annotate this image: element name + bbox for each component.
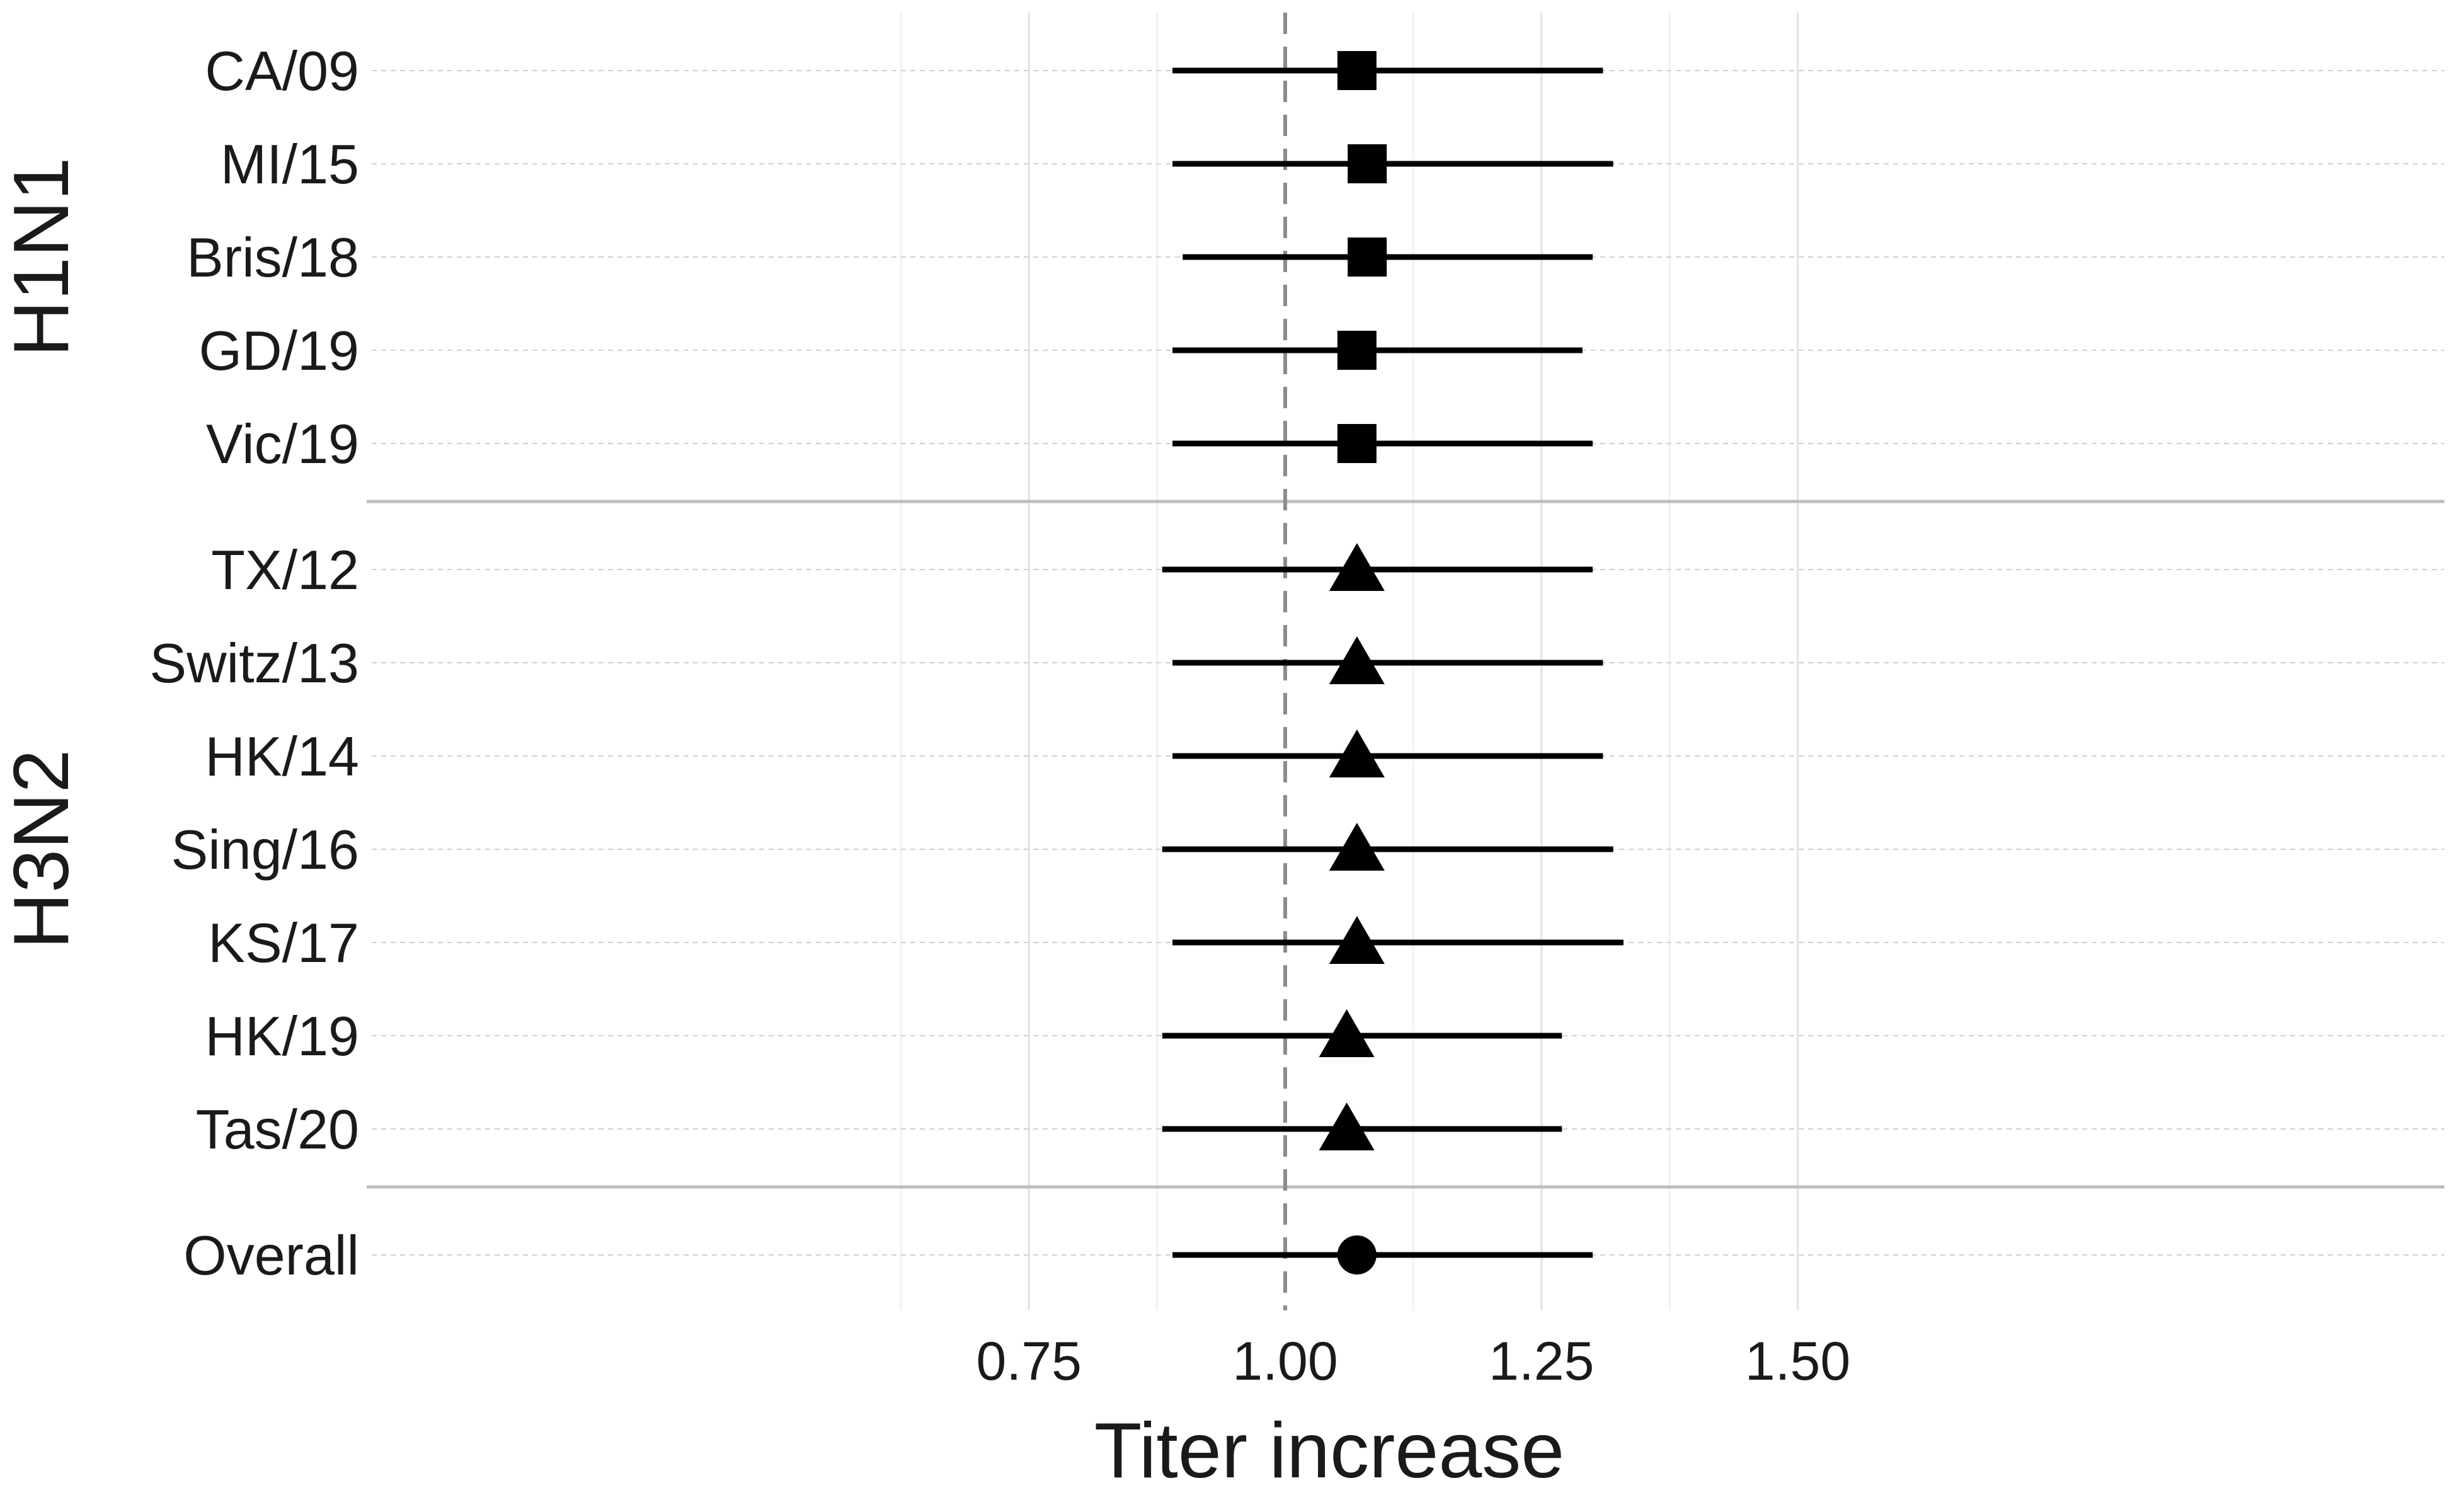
row-labels: CA/09 MI/15 Bris/18 GD/19 Vic/19 TX/12 Switz/1… <box>149 40 359 1286</box>
square-marker <box>1337 424 1377 463</box>
group-label: H3N2 <box>0 749 85 949</box>
triangle-marker <box>1319 1009 1375 1057</box>
row-label: HK/14 <box>205 725 359 788</box>
x-tick-label: 1.50 <box>1745 1331 1850 1392</box>
row-label: Vic/19 <box>206 413 359 475</box>
group-label: H1N1 <box>0 157 85 357</box>
triangle-marker <box>1329 823 1385 871</box>
row-label: Sing/16 <box>171 818 359 881</box>
triangle-marker <box>1329 730 1385 777</box>
circle-marker <box>1337 1235 1377 1274</box>
x-tick-label: 1.00 <box>1232 1331 1337 1392</box>
row-label: TX/12 <box>211 539 359 601</box>
row-label: MI/15 <box>220 133 359 195</box>
square-marker <box>1337 51 1377 90</box>
x-tick-label: 1.25 <box>1489 1331 1594 1392</box>
square-marker <box>1337 331 1377 370</box>
triangle-marker <box>1329 636 1385 684</box>
group-labels: H1N1 H3N2 <box>0 157 85 949</box>
triangle-marker <box>1319 1102 1375 1150</box>
row-label: Overall <box>183 1224 359 1286</box>
point-estimates <box>1319 51 1387 1274</box>
triangle-marker <box>1329 543 1385 591</box>
confidence-intervals <box>1162 67 1624 1258</box>
square-marker <box>1348 144 1387 183</box>
group-separators <box>367 500 2444 1189</box>
row-label: Bris/18 <box>186 226 359 289</box>
x-axis-title: Titer increase <box>1094 1407 1565 1494</box>
triangle-marker <box>1329 916 1385 964</box>
row-label: CA/09 <box>205 40 359 102</box>
square-marker <box>1348 238 1387 277</box>
row-label: GD/19 <box>199 319 359 382</box>
x-axis-ticks: 0.75 1.00 1.25 1.50 <box>976 1331 1851 1392</box>
x-tick-label: 0.75 <box>976 1331 1082 1392</box>
row-label: KS/17 <box>208 912 359 974</box>
row-label: Switz/13 <box>149 632 359 694</box>
row-label: HK/19 <box>205 1005 359 1067</box>
row-label: Tas/20 <box>196 1098 359 1160</box>
